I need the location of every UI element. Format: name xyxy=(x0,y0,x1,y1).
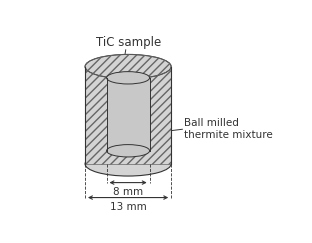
Ellipse shape xyxy=(85,54,171,79)
Ellipse shape xyxy=(85,152,171,176)
Text: 8 mm: 8 mm xyxy=(113,187,143,197)
Text: TiC sample: TiC sample xyxy=(96,36,162,49)
Text: 13 mm: 13 mm xyxy=(110,202,146,212)
Polygon shape xyxy=(107,78,150,151)
Ellipse shape xyxy=(107,72,150,84)
Ellipse shape xyxy=(107,145,150,157)
Polygon shape xyxy=(85,67,171,164)
Text: Ball milled
thermite mixture: Ball milled thermite mixture xyxy=(184,119,273,140)
